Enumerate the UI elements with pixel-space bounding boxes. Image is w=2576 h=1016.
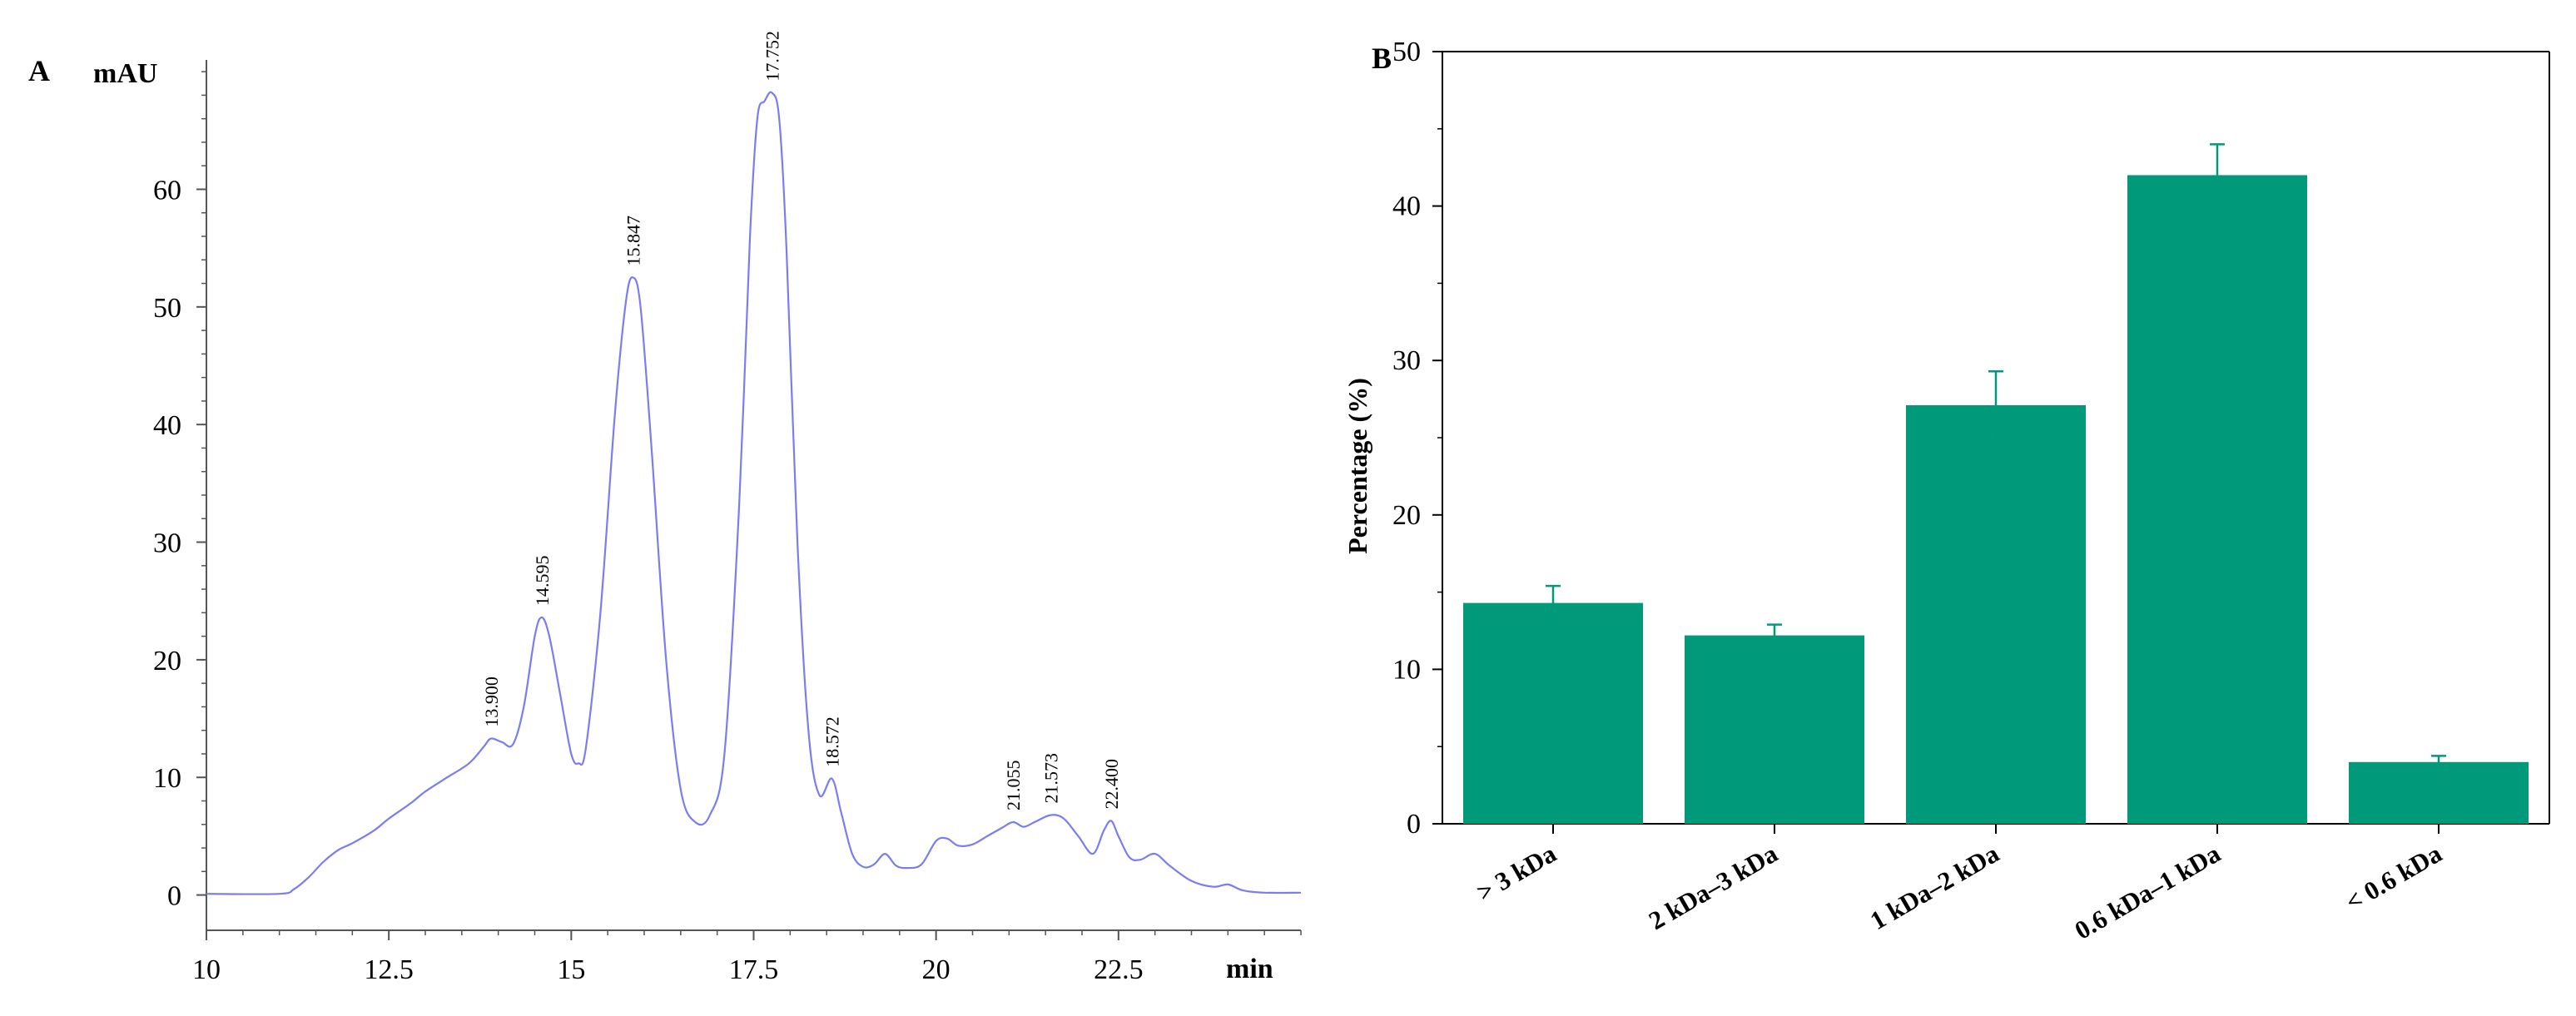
panel-b-y-tick-label: 50 bbox=[1392, 37, 1421, 67]
panel-a-peak-label: 13.900 bbox=[481, 677, 502, 727]
panel-b-bar bbox=[1906, 405, 2086, 824]
panel-a-peak-label: 14.595 bbox=[532, 556, 553, 607]
panel-b-category-label: 1 kDa–2 kDa bbox=[1865, 839, 2004, 936]
panel-a-x-unit: min bbox=[1226, 954, 1273, 984]
panel-a-axes: 10 12.5 15 17.5 20 22.5 0 10 20 30 40 50 60 bbox=[153, 60, 1302, 985]
panel-b-category-label: > 3 kDa bbox=[1472, 839, 1561, 907]
panel-b: B Percentage (%) 0 10 20 30 40 50 > 3 kDa 2 kDa… bbox=[1343, 37, 2550, 945]
panel-a-x-tick-label: 15 bbox=[557, 954, 585, 985]
panel-b-axes: 0 10 20 30 40 50 > 3 kDa 2 kDa–3 kDa 1 kDa–2 kDa… bbox=[1392, 37, 2550, 945]
panel-a-x-tick-label: 10 bbox=[192, 954, 221, 985]
panel-a-y-tick-label: 0 bbox=[167, 881, 181, 912]
panel-a-peak-label: 17.752 bbox=[762, 31, 783, 82]
panel-b-bar bbox=[1685, 635, 1864, 824]
panel-b-category-label: 0.6 kDa–1 kDa bbox=[2070, 839, 2226, 945]
panel-b-y-tick-label: 10 bbox=[1392, 654, 1421, 685]
panel-a-y-tick-label: 50 bbox=[153, 293, 181, 324]
panel-a-x-tick-label: 12.5 bbox=[364, 954, 414, 985]
panel-b-y-tick-label: 0 bbox=[1407, 809, 1421, 840]
panel-b-bar bbox=[1463, 602, 1643, 824]
panel-a-peak-labels: 13.900 14.595 15.847 17.752 18.572 21.055 21.5… bbox=[481, 31, 1122, 810]
panel-a-y-unit: mAU bbox=[93, 58, 157, 89]
panel-b-bar bbox=[2127, 175, 2307, 824]
panel-b-y-label: Percentage (%) bbox=[1343, 378, 1372, 554]
panel-a-peak-label: 22.400 bbox=[1101, 759, 1122, 810]
panel-a-y-tick-label: 30 bbox=[153, 528, 181, 559]
panel-a: A mAU min 10 12.5 15 17.5 20 22.5 0 10 20 30 40 50 6… bbox=[28, 31, 1302, 985]
panel-a-x-tick-label: 17.5 bbox=[729, 954, 779, 985]
panel-a-label: A bbox=[28, 54, 50, 87]
panel-a-x-tick-label: 20 bbox=[922, 954, 950, 985]
panel-a-peak-label: 21.055 bbox=[1003, 761, 1024, 811]
panel-a-y-tick-label: 10 bbox=[153, 763, 181, 794]
panel-b-y-tick-label: 30 bbox=[1392, 345, 1421, 376]
panel-a-y-tick-label: 40 bbox=[153, 410, 181, 441]
panel-a-y-tick-label: 20 bbox=[153, 646, 181, 677]
panel-b-y-tick-label: 20 bbox=[1392, 500, 1421, 531]
panel-a-peak-label: 21.573 bbox=[1041, 753, 1062, 804]
panel-a-peak-label: 15.847 bbox=[623, 216, 644, 266]
panel-b-y-tick-label: 40 bbox=[1392, 191, 1421, 222]
panel-a-y-tick-label: 60 bbox=[153, 175, 181, 206]
panel-a-peak-label: 18.572 bbox=[822, 716, 843, 767]
panel-b-bar bbox=[2349, 761, 2529, 824]
panel-a-x-tick-label: 22.5 bbox=[1094, 954, 1144, 985]
panel-a-series-line bbox=[206, 91, 1302, 895]
panel-b-category-label: 2 kDa–3 kDa bbox=[1644, 839, 1783, 936]
panel-b-category-label: < 0.6 kDa bbox=[2340, 839, 2447, 917]
panel-b-label: B bbox=[1372, 42, 1392, 75]
